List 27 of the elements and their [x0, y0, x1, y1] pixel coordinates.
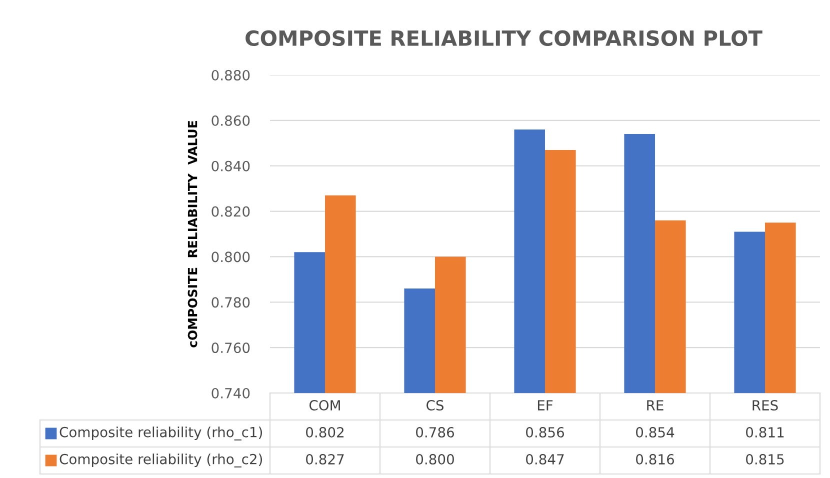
x-tick-label: EF	[538, 400, 553, 410]
data-label: 0.800	[416, 454, 454, 465]
y-tick-label: 0.880	[212, 70, 250, 80]
y-axis-title: cOMPOSITE RELIABILITY VALUE	[188, 120, 198, 348]
data-label: 0.815	[746, 454, 784, 465]
data-label: 0.854	[636, 427, 674, 438]
y-tick-label: 0.740	[212, 388, 250, 398]
legend-label: Composite reliability (rho_c1)	[60, 426, 262, 440]
data-label: 0.786	[416, 427, 454, 438]
x-tick-label: CS	[426, 400, 444, 411]
y-tick-label: 0.800	[212, 252, 250, 262]
chart-title: COMPOSITE RELIABILITY COMPARISON PLOT	[246, 30, 762, 46]
x-tick-label: RES	[752, 400, 778, 411]
y-tick-label: 0.780	[212, 297, 250, 308]
data-label: 0.827	[306, 454, 344, 465]
data-label: 0.816	[636, 454, 674, 465]
legend-label: Composite reliability (rho_c2)	[60, 454, 262, 468]
y-tick-label: 0.840	[212, 160, 250, 172]
y-tick-label: 0.860	[212, 115, 250, 126]
y-tick-label: 0.760	[212, 342, 250, 354]
x-tick-label: RE	[647, 400, 664, 410]
data-label: 0.856	[526, 427, 564, 438]
data-label: 0.847	[526, 454, 564, 465]
data-label: 0.811	[746, 427, 784, 438]
x-tick-label: COM	[309, 400, 340, 411]
data-label: 0.802	[306, 427, 344, 438]
y-tick-label: 0.820	[212, 206, 250, 217]
